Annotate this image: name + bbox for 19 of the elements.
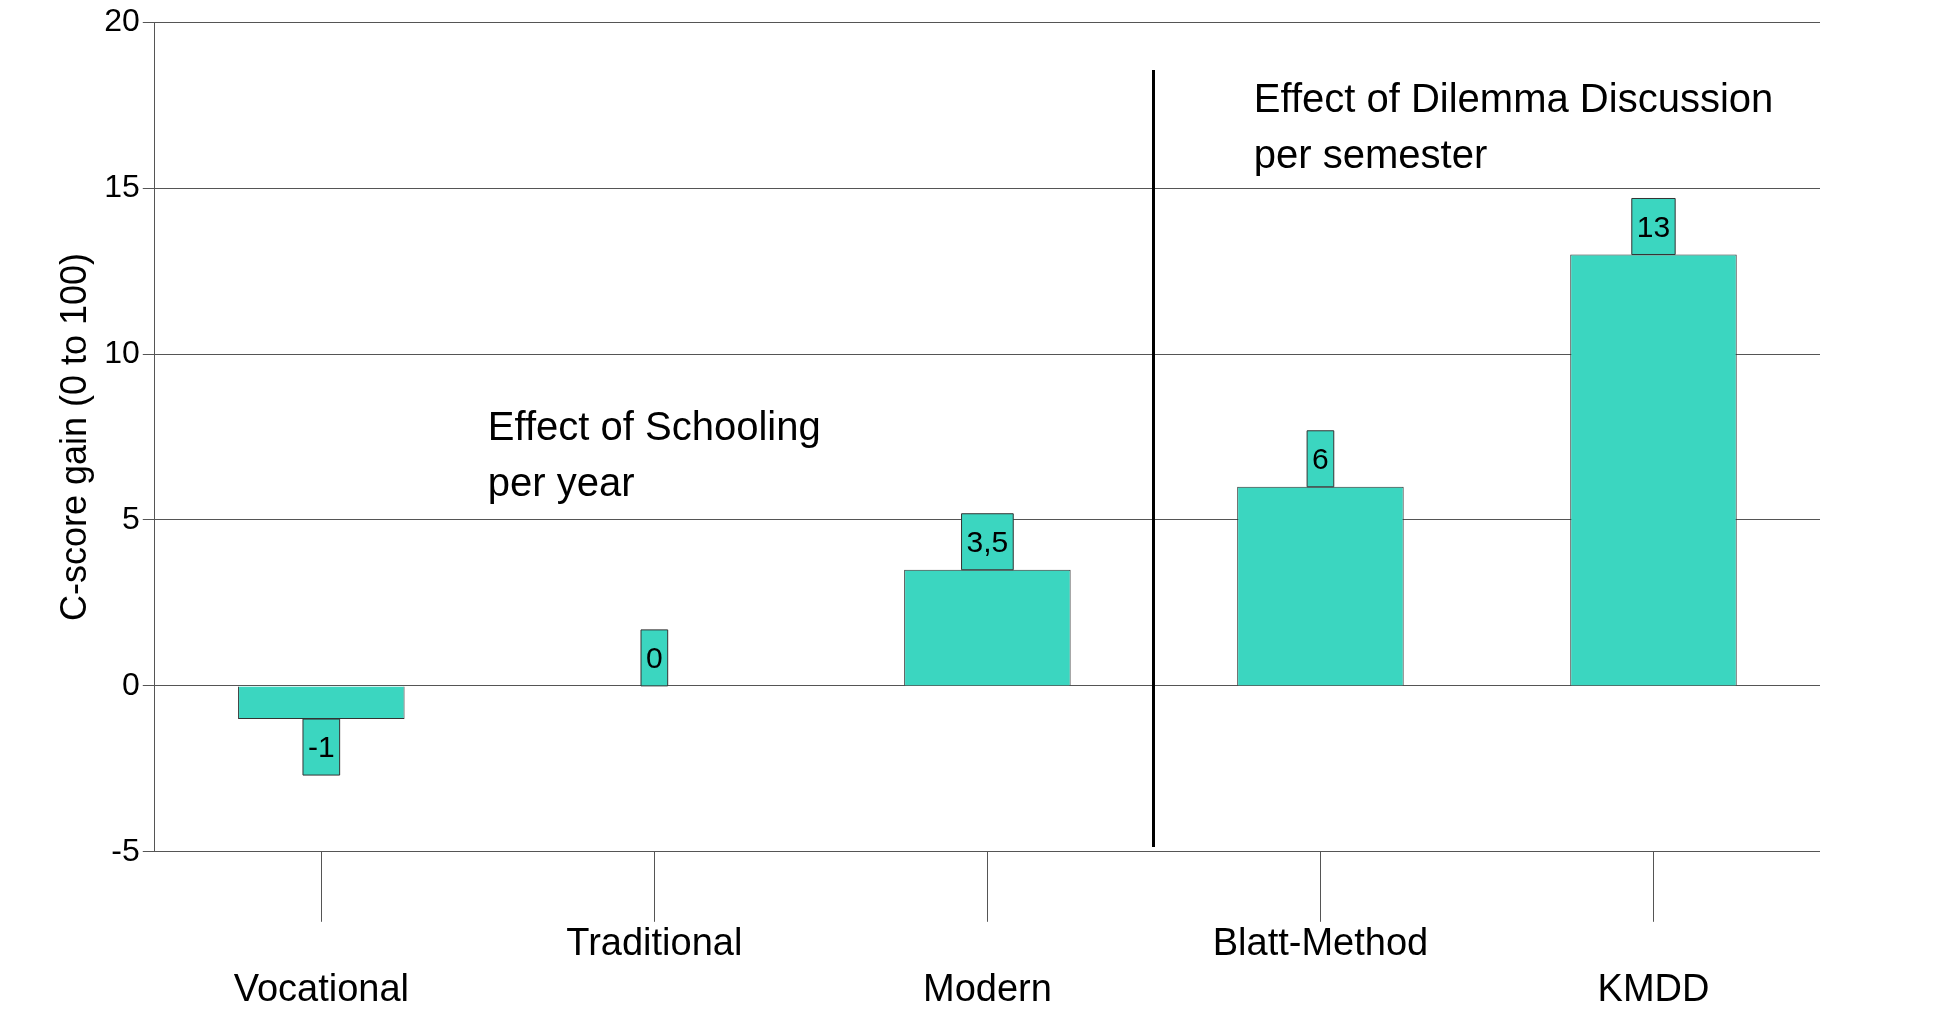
x-tick-label: Vocational — [233, 966, 409, 1009]
y-tick-label: 10 — [104, 333, 140, 370]
data-label: -1 — [307, 730, 335, 764]
x-tick-label: Blatt-Method — [1212, 921, 1429, 964]
data-label: 3,5 — [966, 525, 1009, 558]
annotation: Effect of Dilemma Discussion per semester — [1253, 75, 1774, 176]
data-label: 6 — [1312, 442, 1329, 476]
y-tick-label: 0 — [122, 665, 140, 702]
y-tick-label: 15 — [104, 167, 140, 204]
y-axis-title: C-score gain (0 to 100) — [52, 252, 94, 622]
x-tick-label: Traditional — [566, 921, 743, 964]
data-label: 13 — [1636, 209, 1671, 243]
x-tick-label: KMDD — [1597, 966, 1710, 1009]
annotation: Effect of Schooling per year — [487, 404, 821, 505]
data-label: 0 — [646, 641, 663, 675]
y-tick-label: -5 — [111, 831, 140, 868]
y-tick-label: 20 — [104, 2, 140, 39]
y-tick-label: 5 — [122, 499, 140, 536]
x-tick-label: Modern — [922, 966, 1052, 1009]
